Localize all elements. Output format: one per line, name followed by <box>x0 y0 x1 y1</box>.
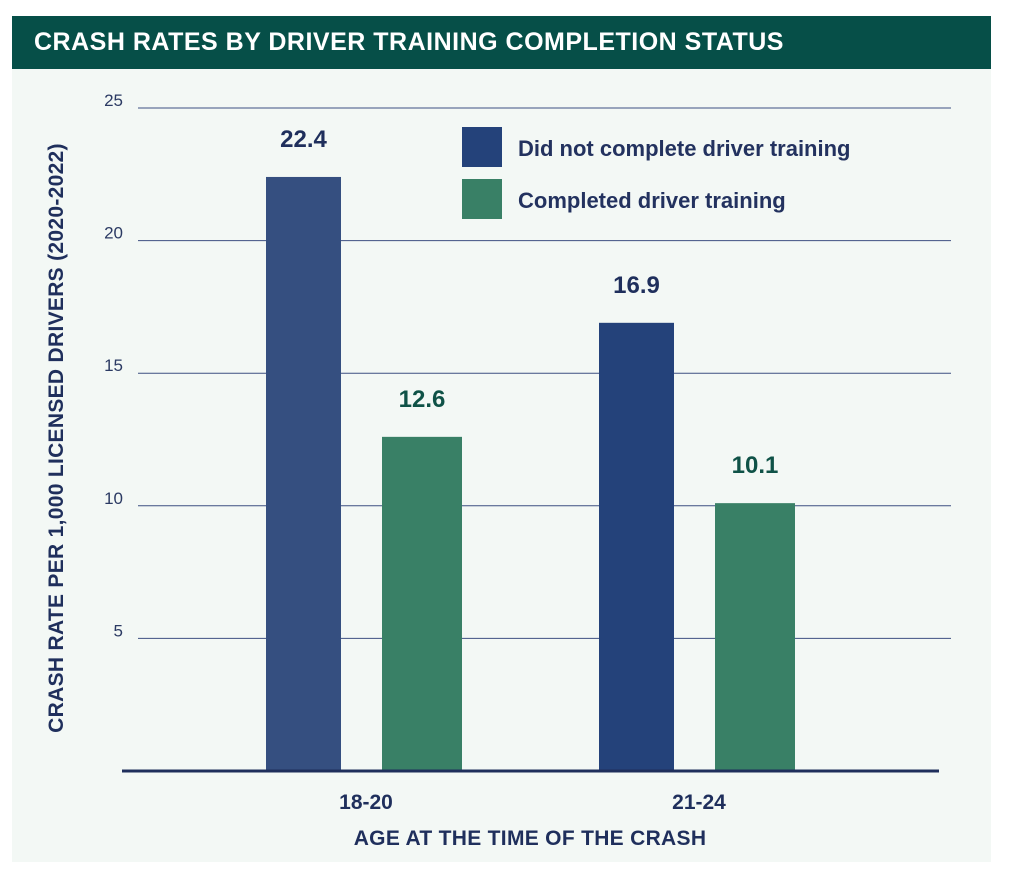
y-tick-label-15: 15 <box>104 356 123 375</box>
y-tick-label-20: 20 <box>104 224 123 243</box>
bar-18-20-completed <box>382 436 462 771</box>
y-axis-title: CRASH RATE PER 1,000 LICENSED DRIVERS (2… <box>45 143 68 733</box>
x-category-label-18-20: 18-20 <box>339 791 393 814</box>
legend-swatch-not-completed <box>462 127 502 167</box>
x-category-label-21-24: 21-24 <box>672 791 726 814</box>
legend-swatch-completed <box>462 179 502 219</box>
chart-title: CRASH RATES BY DRIVER TRAINING COMPLETIO… <box>34 28 784 56</box>
value-label-21-24-not-completed: 16.9 <box>613 272 660 299</box>
y-tick-label-25: 25 <box>104 91 123 110</box>
bars <box>266 176 795 771</box>
legend-label-not-completed: Did not complete driver training <box>518 136 850 161</box>
value-labels: 22.4 12.6 16.9 10.1 <box>280 126 778 479</box>
bar-18-20-not-completed <box>266 176 341 771</box>
value-label-21-24-completed: 10.1 <box>732 452 779 479</box>
x-axis-categories: 18-20 21-24 <box>339 791 726 814</box>
legend: Did not complete driver training Complete… <box>462 127 850 219</box>
value-label-18-20-completed: 12.6 <box>399 386 446 413</box>
y-axis-ticks: 5 10 15 20 25 <box>104 91 123 640</box>
bar-21-24-not-completed <box>599 322 674 771</box>
y-tick-label-5: 5 <box>114 621 123 640</box>
legend-label-completed: Completed driver training <box>518 188 786 213</box>
x-axis-title: AGE AT THE TIME OF THE CRASH <box>354 827 707 850</box>
title-bar: CRASH RATES BY DRIVER TRAINING COMPLETIO… <box>12 16 991 69</box>
bar-21-24-completed <box>715 503 795 771</box>
y-tick-label-10: 10 <box>104 489 123 508</box>
value-label-18-20-not-completed: 22.4 <box>280 126 327 153</box>
